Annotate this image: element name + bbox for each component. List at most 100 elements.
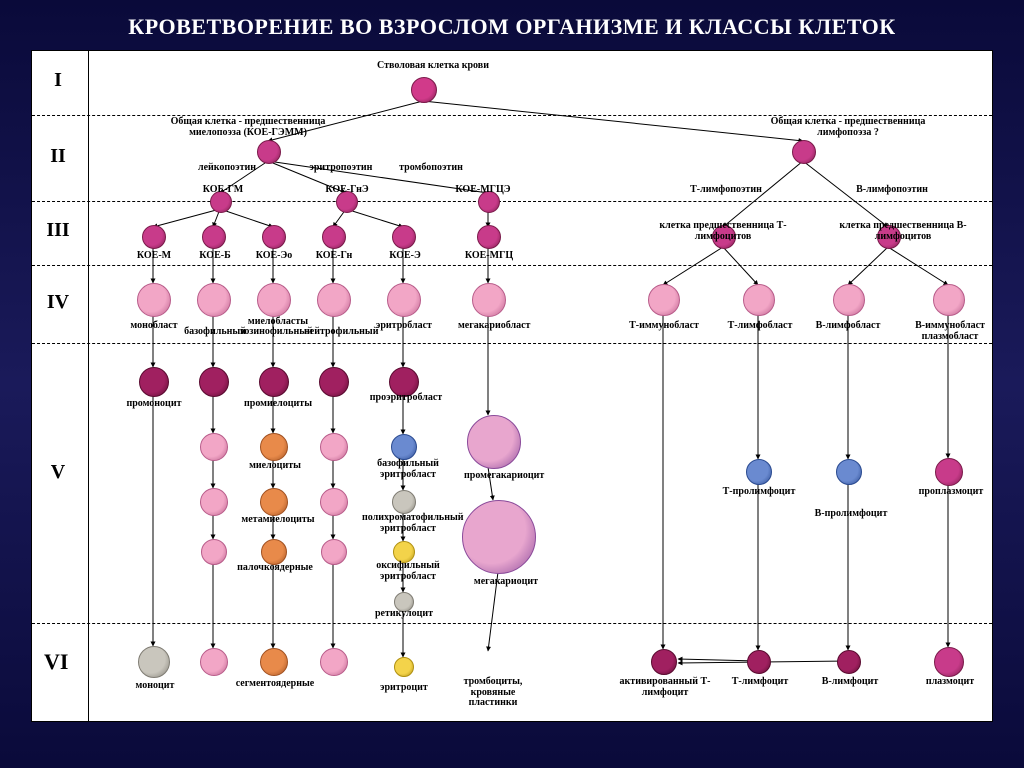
label: Т-пролимфоцит (714, 487, 804, 498)
label: Т-лимфоцит (728, 677, 792, 688)
label: метамиелоциты (238, 515, 318, 526)
row-label-II: II (30, 145, 86, 168)
cell-t-lymphoblast (743, 284, 775, 316)
cell-megakaryocyte (462, 500, 536, 574)
label: Т-иммунобласт (628, 321, 700, 332)
cell-koe-eo (262, 225, 286, 249)
cell-t-prolymph (746, 459, 772, 485)
cell-b-lymph (837, 650, 861, 674)
label: палочкоядерные (230, 563, 320, 574)
label: сегментоядерные (228, 679, 322, 690)
label: проплазмоцит (912, 487, 990, 498)
label: Общая клетка - предшественница миелопоэз… (148, 117, 348, 138)
cell-meta-e (260, 488, 288, 516)
label: нейтрофильный (304, 327, 368, 338)
cell-band-n (321, 539, 347, 565)
label: эозинофильный (240, 327, 310, 338)
cell-seg-e (260, 648, 288, 676)
label: КОЕ-Гн (310, 251, 358, 262)
label: клетка предшественница В-лимфоцитов (818, 221, 988, 242)
cell-promyelo-e (259, 367, 289, 397)
label: базофильный (182, 327, 248, 338)
label: активированный Т-лимфоцит (616, 677, 714, 698)
cell-megakaryoblast (472, 283, 506, 317)
label: В-иммунобласт плазмобласт (902, 321, 998, 342)
cell-act-t (651, 649, 677, 675)
cell-myeloblast-n (317, 283, 351, 317)
cell-myelo-e (260, 433, 288, 461)
label: В-лимфоцит (818, 677, 882, 688)
cell-lymph-precursor (792, 140, 816, 164)
label: тромбоциты, кровяные пластинки (448, 677, 538, 709)
cell-koe-b (202, 225, 226, 249)
label: Т-лимфопоэтин (678, 185, 774, 196)
cell-b-immunoblast (933, 284, 965, 316)
label: В-лимфобласт (814, 321, 882, 332)
cell-stem (411, 77, 437, 103)
cell-plasma (934, 647, 964, 677)
cell-meta-n (320, 488, 348, 516)
label: монобласт (122, 321, 186, 332)
cell-erythrocyte (394, 657, 414, 677)
cell-baso-eb (391, 434, 417, 460)
row-label-VI: VI (38, 649, 74, 675)
label: КОЕ-Эо (250, 251, 298, 262)
cell-myelo-n (320, 433, 348, 461)
cell-erythroblast (387, 283, 421, 317)
cell-cfu-gemm (257, 140, 281, 164)
label: лейкопоэтин (184, 163, 270, 174)
label: эритроцит (374, 683, 434, 694)
cell-myeloblast-e (257, 283, 291, 317)
label: В-пролимфоцит (806, 509, 896, 520)
label: моноцит (128, 681, 182, 692)
cell-promyelo-n (319, 367, 349, 397)
cell-monocyte (138, 646, 170, 678)
label: миелоциты (244, 461, 306, 472)
label: мегакариобласт (458, 321, 530, 332)
cell-koe-e (392, 225, 416, 249)
label: КОЕ-ГМ (198, 185, 248, 196)
cell-koe-mgc (477, 225, 501, 249)
row-label-I: I (30, 69, 86, 92)
cell-monoblast (137, 283, 171, 317)
row-label-III: III (30, 219, 86, 242)
cell-koe-m (142, 225, 166, 249)
label: промегакариоцит (464, 471, 544, 482)
label: клетка предшественница Т-лимфоцитов (638, 221, 808, 242)
cell-seg-b (200, 648, 228, 676)
label: КОЕ-Э (382, 251, 428, 262)
label: плазмоцит (918, 677, 982, 688)
label: В-лимфопоэтин (844, 185, 940, 196)
cell-t-immunoblast (648, 284, 680, 316)
label: КОЕ-МГЦЭ (448, 185, 518, 196)
cell-t-lymph (747, 650, 771, 674)
label: Общая клетка - предшественница лимфопоэз… (748, 117, 948, 138)
label: мегакариоцит (468, 577, 544, 588)
label: КОЕ-М (130, 251, 178, 262)
cell-b-lymphoblast (833, 284, 865, 316)
cell-promonocyte (139, 367, 169, 397)
cell-koe-gn (322, 225, 346, 249)
row-label-IV: IV (30, 291, 86, 314)
label: эритробласт (372, 321, 436, 332)
cell-seg-n (320, 648, 348, 676)
label: промиелоциты (238, 399, 318, 410)
label: проэритробласт (368, 393, 444, 404)
label: ретикулоцит (372, 609, 436, 620)
label: тромбопоэтин (388, 163, 474, 174)
label: КОЕ-Б (192, 251, 238, 262)
label: оксифильный эритробласт (366, 561, 450, 582)
row-label-V: V (30, 461, 86, 484)
cell-band-b (201, 539, 227, 565)
cell-proplasma (935, 458, 963, 486)
label: промоноцит (120, 399, 188, 410)
label: полихроматофильный эритробласт (362, 513, 454, 534)
cell-poly-eb (392, 490, 416, 514)
cell-promegak (467, 415, 521, 469)
label: КОЕ-МГЦ (458, 251, 520, 262)
cell-myelo-b (200, 433, 228, 461)
label: эритропоэтин (298, 163, 384, 174)
hematopoiesis-diagram: IIIIIIIVV Стволовая клетка кровиОбщая кл… (31, 50, 993, 722)
cell-myeloblast-b (197, 283, 231, 317)
cell-b-prolymph (836, 459, 862, 485)
